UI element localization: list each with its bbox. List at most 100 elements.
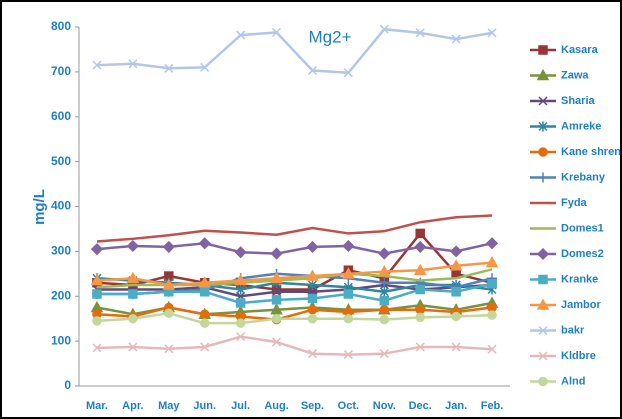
marker: [379, 349, 389, 359]
marker: [449, 259, 463, 271]
marker: [90, 243, 104, 256]
y-tick-label: 300: [51, 244, 71, 258]
series-line: [96, 231, 493, 291]
marker: [342, 267, 355, 279]
legend-label: Sharia: [561, 95, 596, 107]
x-tick-label: Jul.: [231, 400, 250, 412]
marker: [307, 313, 318, 324]
legend-marker: [538, 325, 548, 336]
x-tick-label: Jun.: [193, 400, 216, 412]
marker: [415, 304, 425, 315]
legend-marker: [538, 45, 548, 55]
legend-label: Fyda: [561, 197, 588, 209]
legend-label: Kldbre: [561, 350, 596, 362]
legend-label: Jambor: [561, 299, 601, 311]
x-tick-label: Jan.: [445, 400, 467, 412]
series-line: [96, 306, 493, 321]
chart-title: Mg2+: [309, 27, 352, 46]
marker: [126, 271, 140, 284]
marker: [128, 313, 138, 324]
marker: [270, 247, 283, 260]
series-line: [96, 27, 493, 75]
marker: [414, 240, 427, 253]
marker: [307, 349, 317, 359]
marker: [126, 239, 139, 253]
y-tick-label: 600: [51, 109, 71, 123]
marker: [92, 289, 102, 299]
marker: [271, 313, 282, 324]
marker: [487, 278, 497, 289]
y-tick-label: 100: [51, 333, 71, 347]
marker: [162, 240, 175, 253]
x-tick-label: Nov.: [373, 400, 396, 412]
marker: [343, 350, 353, 360]
marker: [306, 269, 319, 281]
marker: [378, 265, 391, 277]
marker: [485, 237, 499, 250]
marker: [415, 342, 425, 352]
marker: [234, 246, 247, 259]
legend-marker: [538, 121, 548, 132]
marker: [128, 342, 138, 352]
marker: [272, 337, 282, 347]
marker: [450, 245, 463, 258]
marker: [379, 24, 389, 34]
legend-label: Kasara: [561, 44, 599, 56]
marker: [198, 237, 211, 250]
marker: [236, 332, 246, 342]
marker: [307, 304, 318, 315]
marker: [343, 289, 354, 299]
x-tick-label: Sep.: [301, 400, 324, 412]
y-tick-label: 200: [51, 288, 71, 302]
marker: [343, 313, 354, 324]
marker: [199, 309, 210, 319]
legend-label: Alnd: [561, 375, 585, 387]
marker: [379, 286, 389, 297]
marker: [162, 278, 176, 290]
marker: [451, 311, 461, 322]
legend-marker: [538, 96, 548, 106]
legend-label: Kranke: [561, 273, 598, 285]
marker: [415, 228, 425, 239]
marker: [307, 280, 317, 291]
marker: [235, 318, 246, 328]
marker: [306, 240, 319, 253]
marker: [415, 28, 425, 38]
marker: [236, 284, 246, 295]
marker: [343, 68, 353, 78]
legend-label: Amreke: [561, 120, 601, 132]
marker: [128, 59, 138, 69]
x-tick-label: Dec.: [409, 400, 432, 412]
marker: [128, 289, 138, 299]
marker: [272, 287, 282, 297]
x-tick-label: Oct.: [338, 400, 359, 412]
marker: [451, 287, 461, 297]
series-line: [96, 335, 493, 356]
marker: [270, 271, 283, 284]
marker: [164, 63, 174, 73]
marker: [92, 343, 102, 353]
y-tick-label: 0: [64, 378, 71, 392]
marker: [307, 65, 317, 76]
marker: [415, 284, 425, 295]
marker: [164, 344, 174, 354]
x-tick-label: Mar.: [86, 400, 108, 412]
series-line: [96, 282, 493, 305]
series-line: [96, 277, 493, 294]
marker: [92, 60, 102, 70]
marker: [307, 293, 318, 304]
legend-marker: [536, 298, 550, 310]
y-tick-label: 700: [51, 64, 71, 78]
marker: [379, 295, 390, 306]
marker: [487, 302, 497, 313]
x-tick-label: Aug.: [264, 400, 288, 412]
marker: [236, 30, 246, 40]
marker: [487, 28, 497, 38]
marker: [200, 342, 210, 352]
marker: [200, 62, 210, 72]
y-tick-label: 800: [51, 19, 71, 33]
y-tick-label: 400: [51, 199, 71, 213]
series-line: [96, 261, 493, 287]
legend-marker: [538, 172, 548, 183]
